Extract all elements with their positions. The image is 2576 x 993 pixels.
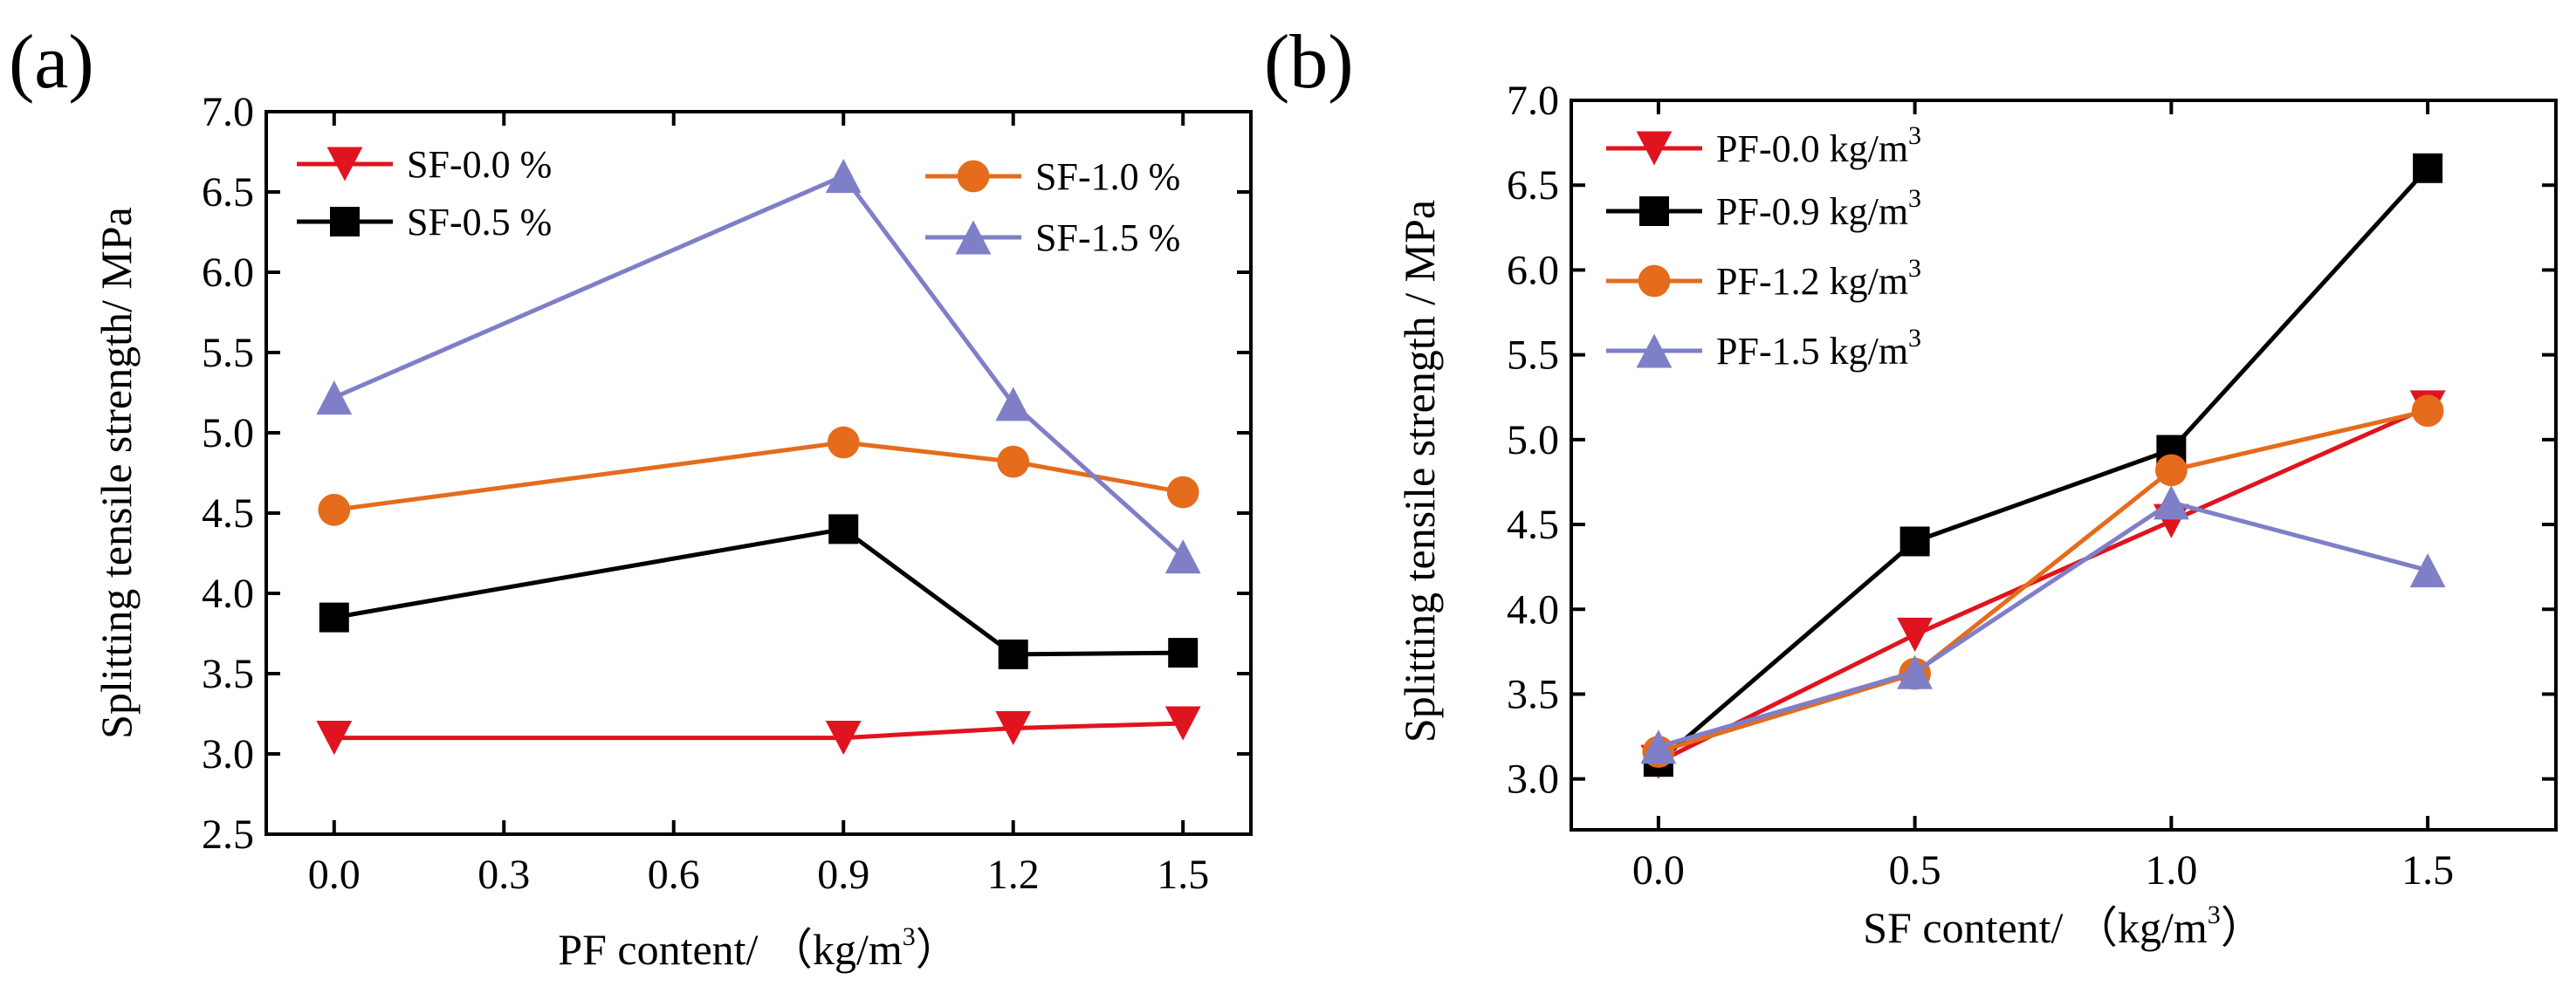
panel-a-point: [827, 426, 860, 459]
panel-a-point: [828, 514, 859, 544]
panel-a-y-tick-label: 3.0: [202, 731, 254, 777]
panel-b: (b) 0.0 0.5 1.0 1.5 3.0 3.5 4.0 4.5 5.0 5.5 6.0 6.5…: [1264, 20, 2558, 952]
panel-b-legend-label: PF-0.9 kg/m3: [1716, 184, 1921, 233]
panel-a-point: [1168, 638, 1199, 668]
panel-b-series-line-1: [1657, 167, 2429, 764]
panel-a-point: [316, 721, 353, 756]
panel-a-x-tick-label: 0.0: [308, 852, 361, 898]
panel-b-y-tick-label: 5.5: [1507, 332, 1559, 379]
panel-a-point: [1166, 476, 1199, 509]
panel-b-x-tick-label: 0.5: [1889, 847, 1941, 894]
panel-a-y-axis-title: Splitting tensile strength/ MPa: [92, 207, 141, 739]
panel-b-legend-marker: [1636, 131, 1673, 166]
panel-a-y-tick-label: 5.5: [202, 330, 254, 376]
panel-a-y-tick-label: 4.0: [202, 571, 254, 617]
panel-a-point: [995, 711, 1032, 746]
panel-a-y-tick-label: 6.5: [202, 169, 254, 216]
panel-a-series: [316, 159, 1201, 756]
panel-b-point: [2413, 153, 2443, 183]
panel-a-x-tick-label: 1.5: [1157, 852, 1209, 898]
panel-a-series-line-0: [333, 721, 1184, 741]
panel-a-point: [319, 602, 349, 633]
panel-b-point: [1640, 729, 1677, 764]
panel-b-legend-label: PF-1.2 kg/m3: [1716, 254, 1921, 303]
panel-b-x-tick-label: 0.0: [1632, 847, 1685, 894]
panel-b-y-tick-label: 3.0: [1507, 757, 1559, 803]
panel-b-series-line-2: [1658, 408, 2428, 754]
panel-b-letter: (b): [1264, 20, 1354, 105]
panel-b-legend-marker: [1636, 333, 1673, 368]
panel-b-legend-marker: [1638, 264, 1671, 298]
panel-a-legend-label: SF-1.5 %: [1035, 216, 1180, 259]
panel-b-point: [1897, 654, 1934, 689]
panel-a-point: [998, 639, 1028, 669]
panel-b-point: [2409, 552, 2446, 588]
panel-b-point: [2153, 485, 2189, 520]
panel-b-plot-frame: [1570, 99, 2558, 832]
panel-a: (a) 0.0 0.3 0.6 0.9 1.2 1.5 2.5 3.0 3.5 4.0 4.5 5.0…: [9, 20, 1253, 974]
panel-a-plot-frame: [264, 110, 1253, 836]
panel-b-series: [1640, 153, 2446, 779]
panel-b-y-tick-label: 7.0: [1507, 78, 1559, 124]
panel-a-series-line-2: [333, 440, 1184, 512]
panel-a-y-tick-label: 6.0: [202, 250, 254, 296]
panel-a-point: [997, 445, 1030, 478]
panel-a-x-axis-title: PF content/ （kg/m3）: [558, 922, 958, 974]
panel-b-x-tick-label: 1.0: [2145, 847, 2197, 894]
panel-a-point: [316, 380, 353, 415]
panel-a-legend: SF-0.0 % SF-0.5 % SF-1.0 % SF-1.5 %: [297, 143, 1180, 259]
panel-b-ticks: 0.0 0.5 1.0 1.5 3.0 3.5 4.0 4.5 5.0 5.5 6.0 6.5 7.0: [1507, 78, 2556, 894]
panel-b-series-line-0: [1657, 405, 2429, 764]
panel-a-series-line-1: [333, 526, 1184, 657]
panel-b-point: [2155, 454, 2188, 487]
panel-a-point: [318, 493, 351, 526]
panel-b-x-tick-label: 1.5: [2401, 847, 2454, 894]
panel-b-series-line-3: [1658, 500, 2428, 750]
panel-b-legend-label: PF-1.5 kg/m3: [1716, 324, 1921, 373]
panel-a-y-tick-label: 5.0: [202, 410, 254, 456]
panel-b-point: [1897, 617, 1934, 652]
panel-b-y-tick-label: 4.5: [1507, 502, 1559, 548]
panel-a-series-line-3: [333, 173, 1185, 558]
panel-b-point: [2411, 394, 2444, 428]
panel-b-y-tick-label: 6.0: [1507, 247, 1559, 293]
panel-b-y-tick-label: 3.5: [1507, 671, 1559, 717]
panel-a-legend-label: SF-0.0 %: [407, 143, 552, 186]
panel-a-y-tick-label: 4.5: [202, 490, 254, 537]
panel-a-letter: (a): [9, 20, 94, 105]
panel-b-y-axis-title: Splitting tensile strength / MPa: [1395, 200, 1444, 743]
panel-a-point: [995, 387, 1032, 421]
panel-b-legend-marker: [1639, 196, 1669, 226]
panel-b-legend-label: PF-0.0 kg/m3: [1716, 121, 1921, 170]
panel-a-point: [825, 159, 862, 194]
panel-b-y-tick-label: 6.5: [1507, 162, 1559, 209]
panel-a-legend-marker: [326, 147, 363, 181]
panel-a-x-tick-label: 0.6: [648, 852, 700, 898]
panel-a-y-tick-label: 2.5: [202, 812, 254, 858]
panel-a-point: [825, 721, 862, 756]
panel-a-x-tick-label: 0.3: [477, 852, 530, 898]
panel-a-legend-marker: [955, 220, 992, 255]
panel-b-y-tick-label: 4.0: [1507, 586, 1559, 633]
panel-b-y-tick-label: 5.0: [1507, 417, 1559, 463]
panel-b-point: [1899, 526, 1930, 557]
panel-a-legend-label: SF-1.0 %: [1035, 155, 1180, 198]
panel-a-legend-label: SF-0.5 %: [407, 201, 552, 243]
panel-a-y-tick-label: 3.5: [202, 651, 254, 697]
panel-b-x-axis-title: SF content/ （kg/m3）: [1863, 901, 2263, 952]
panel-a-ticks: 0.0 0.3 0.6 0.9 1.2 1.5 2.5 3.0 3.5 4.0 4.5 5.0 5.5 6…: [202, 89, 1251, 898]
panel-a-x-tick-label: 1.2: [987, 852, 1040, 898]
panel-a-point: [1164, 706, 1201, 741]
panel-a-legend-marker: [957, 160, 990, 193]
panel-a-x-tick-label: 0.9: [817, 852, 869, 898]
panel-b-legend: PF-0.0 kg/m3 PF-0.9 kg/m3 PF-1.2 kg/m3 PF-1…: [1606, 121, 1921, 373]
panel-a-point: [1164, 539, 1201, 574]
panel-a-y-tick-label: 7.0: [202, 89, 254, 135]
panel-a-legend-marker: [330, 207, 360, 236]
